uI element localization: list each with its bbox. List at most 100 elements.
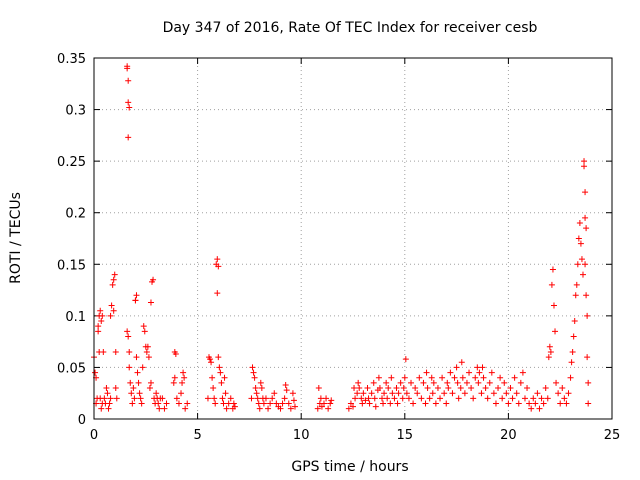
plot-frame [93,57,613,420]
data-point [428,374,435,381]
data-point [136,390,143,397]
data-point [429,390,436,397]
data-point [171,374,178,381]
data-point [103,385,110,392]
data-point [582,261,589,268]
data-point [113,395,120,402]
data-point [528,405,535,412]
data-point [207,356,214,363]
data-point [400,385,407,392]
data-point [495,385,502,392]
data-point [126,104,133,111]
data-point [328,397,335,404]
data-point [267,400,274,407]
data-point [358,395,365,402]
data-point [394,400,401,407]
data-point [109,281,116,288]
data-point [585,379,592,386]
data-point [563,400,570,407]
data-point [549,266,556,273]
data-point [112,385,119,392]
data-point [585,400,592,407]
data-point [318,403,325,410]
data-point [354,390,361,397]
data-point [457,385,464,392]
data-point [412,385,419,392]
data-point [215,263,222,270]
data-point [257,379,264,386]
data-point [282,381,289,388]
data-point [466,369,473,376]
data-point [314,405,321,412]
x-tick-label: 15 [397,428,414,443]
data-point [488,369,495,376]
x-tick-label: 10 [293,428,310,443]
data-point [547,348,554,355]
y-tick-label: 0.2 [65,207,86,222]
data-point [372,403,379,410]
data-point [216,364,223,371]
data-point [124,63,131,70]
data-point [97,307,104,314]
data-point [355,379,362,386]
data-point [230,400,237,407]
data-points [91,63,592,412]
data-point [384,395,391,402]
data-point [106,400,113,407]
data-point [290,397,297,404]
data-point [95,328,102,335]
data-point [92,369,99,376]
x-tick-label: 0 [90,428,98,443]
grid-lines [94,58,612,419]
data-point [526,400,533,407]
data-point [538,395,545,402]
data-point [540,400,547,407]
data-point [416,374,423,381]
data-point [265,405,272,412]
data-point [578,256,585,263]
data-point [364,385,371,392]
data-point [163,400,170,407]
data-point [360,390,367,397]
data-point [437,395,444,402]
data-point [557,400,564,407]
data-point [519,369,526,376]
y-tick-label: 0.05 [57,361,86,376]
data-point [576,220,583,227]
data-point [521,395,528,402]
data-point [441,390,448,397]
data-point [474,364,481,371]
data-point [445,385,452,392]
data-point [98,318,105,325]
data-point [320,400,327,407]
data-point [567,374,574,381]
data-point [140,323,147,330]
data-point [568,359,575,366]
data-point [217,369,224,376]
data-point [414,390,421,397]
data-point [125,134,132,141]
data-point [432,400,439,407]
data-point [524,385,531,392]
data-point [399,395,406,402]
data-point [403,390,410,397]
data-point [517,379,524,386]
data-point [470,395,477,402]
data-point [492,400,499,407]
x-axis-label: GPS time / hours [291,459,408,475]
data-point [111,271,118,278]
data-point [159,395,166,402]
data-point [559,385,566,392]
data-point [178,390,185,397]
data-point [220,400,227,407]
data-point [212,400,219,407]
data-point [536,405,543,412]
data-point [453,364,460,371]
data-point [281,395,288,402]
data-point [379,395,386,402]
data-point [181,374,188,381]
data-point [468,385,475,392]
data-point [101,395,108,402]
data-point [215,354,222,361]
